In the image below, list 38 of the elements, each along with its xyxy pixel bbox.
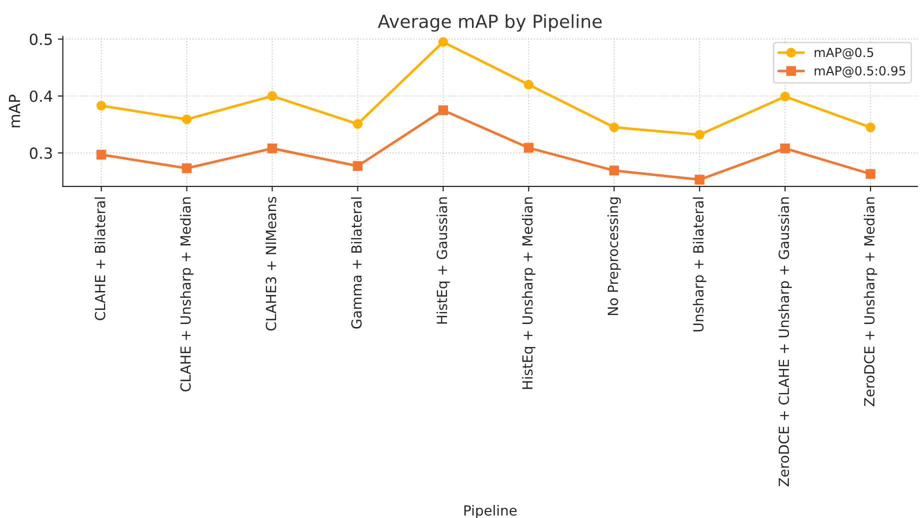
point bbox=[267, 91, 278, 101]
legend-label: mAP@0.5:0.95 bbox=[814, 66, 906, 78]
point bbox=[780, 92, 790, 102]
point bbox=[96, 100, 106, 111]
point bbox=[694, 130, 704, 140]
x-tick-label: CLAHE3 + NlMeans bbox=[266, 196, 276, 331]
point bbox=[352, 119, 363, 129]
x-axis-title: Pipeline bbox=[464, 504, 517, 518]
point bbox=[438, 105, 448, 116]
point bbox=[524, 80, 534, 90]
y-tick-label: 0.3 bbox=[30, 147, 52, 159]
x-tick-label: HistEq + Unsharp + Median bbox=[522, 197, 536, 389]
x-tick-label: ZeroDCE + CLAHE + Unsharp + Gaussian bbox=[778, 197, 792, 486]
x-tick-label: No Preprocessing bbox=[607, 197, 621, 316]
point bbox=[267, 143, 278, 154]
x-tick-label: Gamma + Bilateral bbox=[350, 198, 362, 329]
point bbox=[438, 37, 448, 47]
x-tick-label: HistEq + Gaussian bbox=[436, 197, 450, 324]
point bbox=[524, 142, 534, 153]
point bbox=[866, 169, 876, 179]
y-tick-label: 0.5 bbox=[30, 34, 52, 46]
y-axis-title: mAP bbox=[8, 94, 20, 128]
y-tick-label: 0.4 bbox=[30, 90, 52, 102]
point bbox=[609, 122, 619, 132]
point bbox=[182, 163, 192, 174]
legend-label: mAP@0.5 bbox=[814, 48, 874, 60]
point bbox=[866, 122, 876, 132]
x-tick-label: Unsharp + Bilateral bbox=[692, 198, 706, 332]
x-tick-label: CLAHE + Bilateral bbox=[94, 198, 106, 320]
point bbox=[780, 143, 790, 154]
point bbox=[96, 150, 106, 160]
chart-title: Average mAP by Pipeline bbox=[378, 14, 602, 32]
x-tick-label: CLAHE + Unsharp + Median bbox=[180, 197, 194, 392]
point bbox=[182, 114, 192, 124]
point bbox=[694, 174, 704, 185]
point bbox=[352, 161, 363, 171]
x-tick-label: ZeroDCE + Unsharp + Median bbox=[864, 197, 878, 406]
point bbox=[609, 166, 619, 176]
